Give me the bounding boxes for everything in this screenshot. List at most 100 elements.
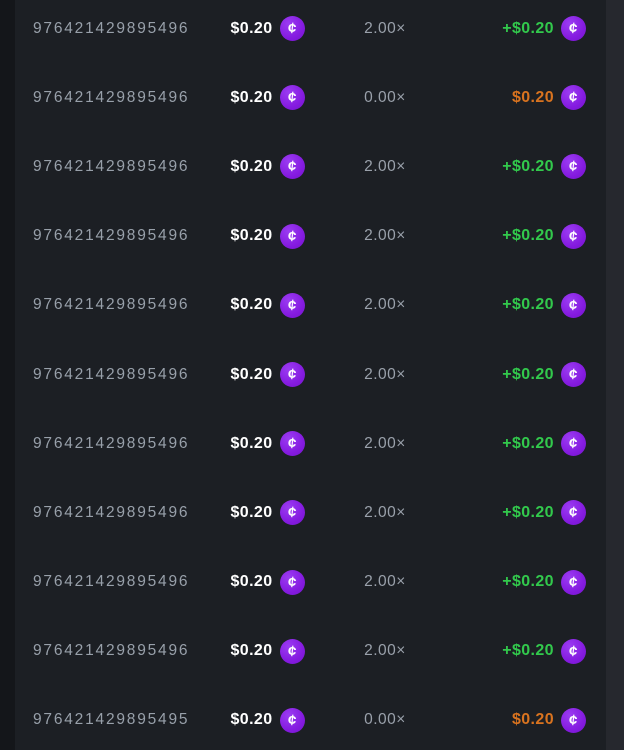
multiplier-cell: 2.00× xyxy=(345,435,425,453)
coin-icon: ¢ xyxy=(279,85,305,111)
bet-multiplier: 2.00× xyxy=(364,642,406,660)
cent-sign-glyph: ¢ xyxy=(286,365,298,384)
bet-row[interactable]: 976421429895496 $0.20 ¢ 2.00× +$0.20 ¢ xyxy=(15,202,606,271)
bet-row[interactable]: 976421429895496 $0.20 ¢ 2.00× +$0.20 ¢ xyxy=(15,132,606,201)
bet-multiplier: 0.00× xyxy=(364,711,406,729)
bet-amount-cell: $0.20 ¢ xyxy=(190,500,345,526)
bet-payout: $0.20 xyxy=(511,711,554,729)
cent-sign-glyph: ¢ xyxy=(568,365,579,384)
bet-amount: $0.20 xyxy=(230,296,273,314)
multiplier-cell: 2.00× xyxy=(345,573,425,591)
coin-icon: ¢ xyxy=(561,707,586,733)
bet-row[interactable]: 976421429895496 $0.20 ¢ 2.00× +$0.20 ¢ xyxy=(15,0,606,63)
cent-sign-glyph: ¢ xyxy=(286,434,298,453)
coin-icon: ¢ xyxy=(561,431,586,457)
bet-amount-cell: $0.20 ¢ xyxy=(190,707,345,733)
cent-sign-glyph: ¢ xyxy=(286,227,298,246)
coin-icon: ¢ xyxy=(561,154,586,180)
payout-cell: +$0.20 ¢ xyxy=(425,223,586,249)
bet-payout: +$0.20 xyxy=(502,365,554,383)
coin-icon: ¢ xyxy=(561,569,586,595)
bet-row[interactable]: 976421429895496 $0.20 ¢ 2.00× +$0.20 ¢ xyxy=(15,478,606,547)
bet-id-cell: 976421429895496 xyxy=(33,366,190,384)
bet-payout: +$0.20 xyxy=(502,19,554,37)
bet-multiplier: 2.00× xyxy=(364,296,406,314)
bet-id-cell: 976421429895496 xyxy=(33,20,190,38)
bet-row[interactable]: 976421429895496 $0.20 ¢ 2.00× +$0.20 ¢ xyxy=(15,271,606,340)
multiplier-cell: 2.00× xyxy=(345,227,425,245)
bet-id: 976421429895496 xyxy=(33,642,190,660)
bet-table: 976421429895496 $0.20 ¢ 2.00× +$0.20 ¢ 9… xyxy=(15,0,606,750)
coin-icon: ¢ xyxy=(279,223,305,249)
bet-payout: +$0.20 xyxy=(502,642,554,660)
cent-sign-glyph: ¢ xyxy=(568,19,579,38)
bet-amount: $0.20 xyxy=(230,157,273,175)
bet-multiplier: 2.00× xyxy=(364,157,406,175)
multiplier-cell: 2.00× xyxy=(345,296,425,314)
bet-id-cell: 976421429895496 xyxy=(33,642,190,660)
cent-sign-glyph: ¢ xyxy=(286,88,298,107)
bet-row[interactable]: 976421429895496 $0.20 ¢ 2.00× +$0.20 ¢ xyxy=(15,409,606,478)
cent-sign-glyph: ¢ xyxy=(568,227,579,246)
bet-id: 976421429895496 xyxy=(33,296,190,314)
bet-id: 976421429895496 xyxy=(33,573,190,591)
cent-sign-glyph: ¢ xyxy=(568,642,579,661)
bet-row[interactable]: 976421429895496 $0.20 ¢ 2.00× +$0.20 ¢ xyxy=(15,340,606,409)
payout-cell: +$0.20 ¢ xyxy=(425,569,586,595)
bet-amount-cell: $0.20 ¢ xyxy=(190,154,345,180)
multiplier-cell: 0.00× xyxy=(345,711,425,729)
bet-id: 976421429895496 xyxy=(33,434,190,452)
bet-multiplier: 2.00× xyxy=(364,503,406,521)
bet-multiplier: 2.00× xyxy=(364,365,406,383)
bet-id: 976421429895495 xyxy=(33,711,190,729)
bet-multiplier: 2.00× xyxy=(364,19,406,37)
bet-amount-cell: $0.20 ¢ xyxy=(190,638,345,664)
coin-icon: ¢ xyxy=(561,223,586,249)
bet-id-cell: 976421429895496 xyxy=(33,504,190,522)
bet-amount-cell: $0.20 ¢ xyxy=(190,569,345,595)
payout-cell: +$0.20 ¢ xyxy=(425,154,586,180)
bet-id: 976421429895496 xyxy=(33,19,190,37)
bet-payout: +$0.20 xyxy=(502,573,554,591)
cent-sign-glyph: ¢ xyxy=(286,711,298,730)
cent-sign-glyph: ¢ xyxy=(568,504,579,522)
multiplier-cell: 0.00× xyxy=(345,89,425,107)
multiplier-cell: 2.00× xyxy=(345,504,425,522)
bet-payout: +$0.20 xyxy=(502,503,554,521)
scrollbar-track[interactable] xyxy=(606,0,624,750)
bet-amount: $0.20 xyxy=(230,227,273,245)
bet-amount-cell: $0.20 ¢ xyxy=(190,292,345,318)
bet-id-cell: 976421429895495 xyxy=(33,711,190,729)
bet-row[interactable]: 976421429895495 $0.20 ¢ 0.00× $0.20 ¢ xyxy=(15,686,606,750)
bet-row[interactable]: 976421429895496 $0.20 ¢ 0.00× $0.20 ¢ xyxy=(15,63,606,132)
coin-icon: ¢ xyxy=(279,569,305,595)
coin-icon: ¢ xyxy=(561,85,586,111)
bet-amount-cell: $0.20 ¢ xyxy=(190,431,345,457)
coin-icon: ¢ xyxy=(279,638,305,664)
bet-amount-cell: $0.20 ¢ xyxy=(190,223,345,249)
payout-cell: +$0.20 ¢ xyxy=(425,431,586,457)
payout-cell: +$0.20 ¢ xyxy=(425,638,586,664)
bet-multiplier: 0.00× xyxy=(364,88,406,106)
coin-icon: ¢ xyxy=(279,154,305,180)
bet-id: 976421429895496 xyxy=(33,157,190,175)
bet-payout: +$0.20 xyxy=(502,434,554,452)
coin-icon: ¢ xyxy=(561,500,586,526)
bet-id: 976421429895496 xyxy=(33,88,190,106)
bet-multiplier: 2.00× xyxy=(364,227,406,245)
coin-icon: ¢ xyxy=(279,431,305,457)
bet-row[interactable]: 976421429895496 $0.20 ¢ 2.00× +$0.20 ¢ xyxy=(15,617,606,686)
cent-sign-glyph: ¢ xyxy=(286,642,298,661)
payout-cell: +$0.20 ¢ xyxy=(425,16,586,42)
cent-sign-glyph: ¢ xyxy=(286,573,298,591)
multiplier-cell: 2.00× xyxy=(345,20,425,38)
bet-id-cell: 976421429895496 xyxy=(33,158,190,176)
cent-sign-glyph: ¢ xyxy=(286,158,298,176)
bet-id-cell: 976421429895496 xyxy=(33,296,190,314)
coin-icon: ¢ xyxy=(561,292,586,318)
bet-row[interactable]: 976421429895496 $0.20 ¢ 2.00× +$0.20 ¢ xyxy=(15,548,606,617)
bet-payout: $0.20 xyxy=(511,88,554,106)
bet-id-cell: 976421429895496 xyxy=(33,573,190,591)
bet-amount: $0.20 xyxy=(230,19,273,37)
